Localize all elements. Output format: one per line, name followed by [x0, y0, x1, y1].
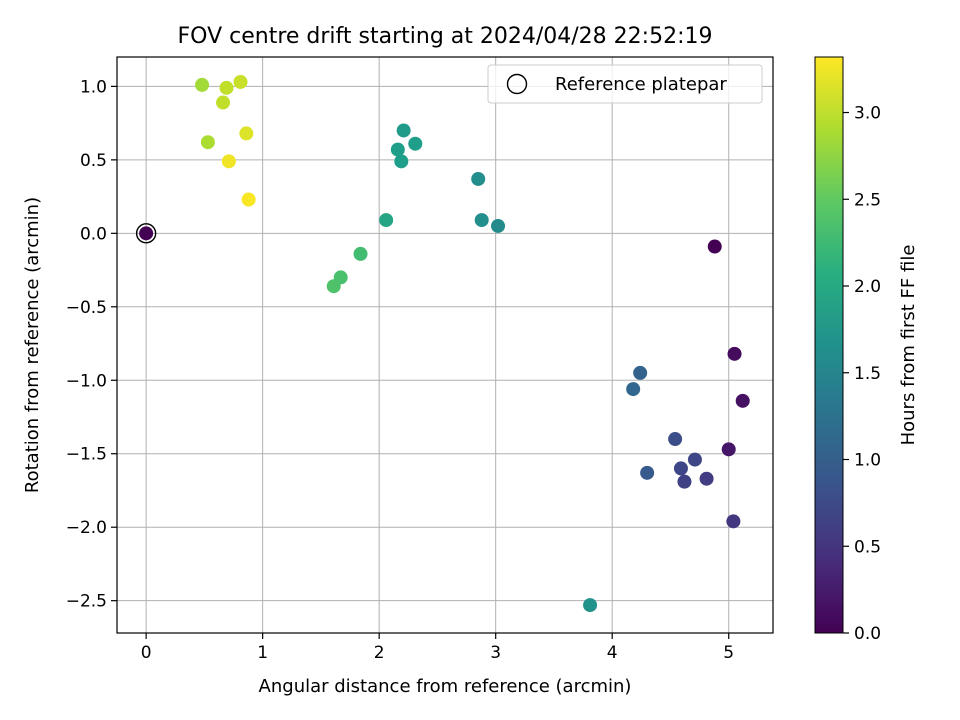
reference-marker-layer — [135, 223, 157, 244]
data-point — [216, 95, 231, 110]
data-point — [353, 246, 368, 261]
legend-reference-marker — [506, 73, 528, 95]
data-point — [239, 126, 254, 141]
colorbar-label: Hours from first FF file — [898, 245, 919, 446]
reference-platepar-marker — [135, 223, 157, 244]
colorbar: 0.0 0.5 1.0 1.5 2.0 2.5 3.0 Hours from first F… — [814, 56, 919, 644]
data-point — [640, 465, 655, 480]
x-tick-label: 4 — [607, 643, 618, 663]
y-axis-ticks: −2.5 −2.0 −1.5 −1.0 −0.5 0.0 0.5 1.0 — [66, 77, 117, 612]
data-point — [677, 474, 692, 489]
data-point — [326, 279, 341, 294]
data-point — [699, 471, 714, 486]
colorbar-tick-label: 3.0 — [854, 104, 881, 124]
data-point — [687, 452, 702, 467]
data-point — [633, 365, 648, 380]
data-point — [200, 135, 215, 150]
data-point — [233, 74, 248, 89]
data-point — [673, 461, 688, 476]
chart-title: FOV centre drift starting at 2024/04/28 … — [178, 24, 713, 49]
data-point — [139, 226, 154, 241]
colorbar-tick-label: 2.5 — [854, 190, 881, 210]
colorbar-tick-label: 0.0 — [854, 624, 881, 644]
x-axis-ticks: 0 1 2 3 4 5 — [141, 633, 734, 663]
legend: Reference platepar — [487, 64, 763, 104]
colorbar-tick-label: 0.5 — [854, 537, 881, 557]
data-point — [735, 393, 750, 408]
legend-label: Reference platepar — [555, 74, 727, 95]
plot-frame — [116, 56, 774, 634]
colorbar-tick-label: 1.5 — [854, 364, 881, 384]
data-point — [221, 154, 236, 169]
data-point — [491, 218, 506, 233]
y-tick-label: −1.5 — [66, 445, 107, 465]
x-tick-label: 2 — [374, 643, 385, 663]
y-tick-label: −0.5 — [66, 298, 107, 318]
data-point — [474, 213, 489, 228]
data-point — [583, 598, 598, 613]
y-tick-label: −1.0 — [66, 371, 107, 391]
data-point — [726, 514, 741, 529]
data-point — [408, 136, 423, 151]
colorbar-ticks: 0.0 0.5 1.0 1.5 2.0 2.5 3.0 — [843, 104, 881, 644]
data-point — [394, 154, 409, 169]
data-point — [195, 77, 210, 92]
y-tick-label: 0.5 — [80, 151, 107, 171]
x-axis-label: Angular distance from reference (arcmin) — [259, 676, 632, 697]
y-tick-label: 0.0 — [80, 224, 107, 244]
data-point — [471, 171, 486, 186]
y-axis-label: Rotation from reference (arcmin) — [22, 197, 43, 493]
x-tick-label: 5 — [723, 643, 734, 663]
y-tick-label: −2.5 — [66, 592, 107, 612]
y-tick-label: −2.0 — [66, 518, 107, 538]
data-point — [390, 142, 405, 157]
legend-box — [487, 64, 763, 104]
data-point — [396, 123, 411, 138]
grid-lines — [117, 57, 773, 633]
data-point — [379, 213, 394, 228]
x-tick-label: 3 — [490, 643, 501, 663]
data-point — [626, 382, 641, 397]
data-point — [668, 432, 683, 447]
x-tick-label: 0 — [141, 643, 152, 663]
y-tick-label: 1.0 — [80, 77, 107, 97]
x-tick-label: 1 — [257, 643, 268, 663]
colorbar-tick-label: 1.0 — [854, 451, 881, 471]
data-point — [727, 346, 742, 361]
colorbar-tick-label: 2.0 — [854, 277, 881, 297]
data-point — [219, 80, 234, 95]
data-point — [721, 442, 736, 457]
data-point — [707, 239, 722, 254]
colorbar-gradient — [814, 56, 844, 634]
data-point — [241, 192, 256, 207]
data-points — [139, 74, 750, 613]
